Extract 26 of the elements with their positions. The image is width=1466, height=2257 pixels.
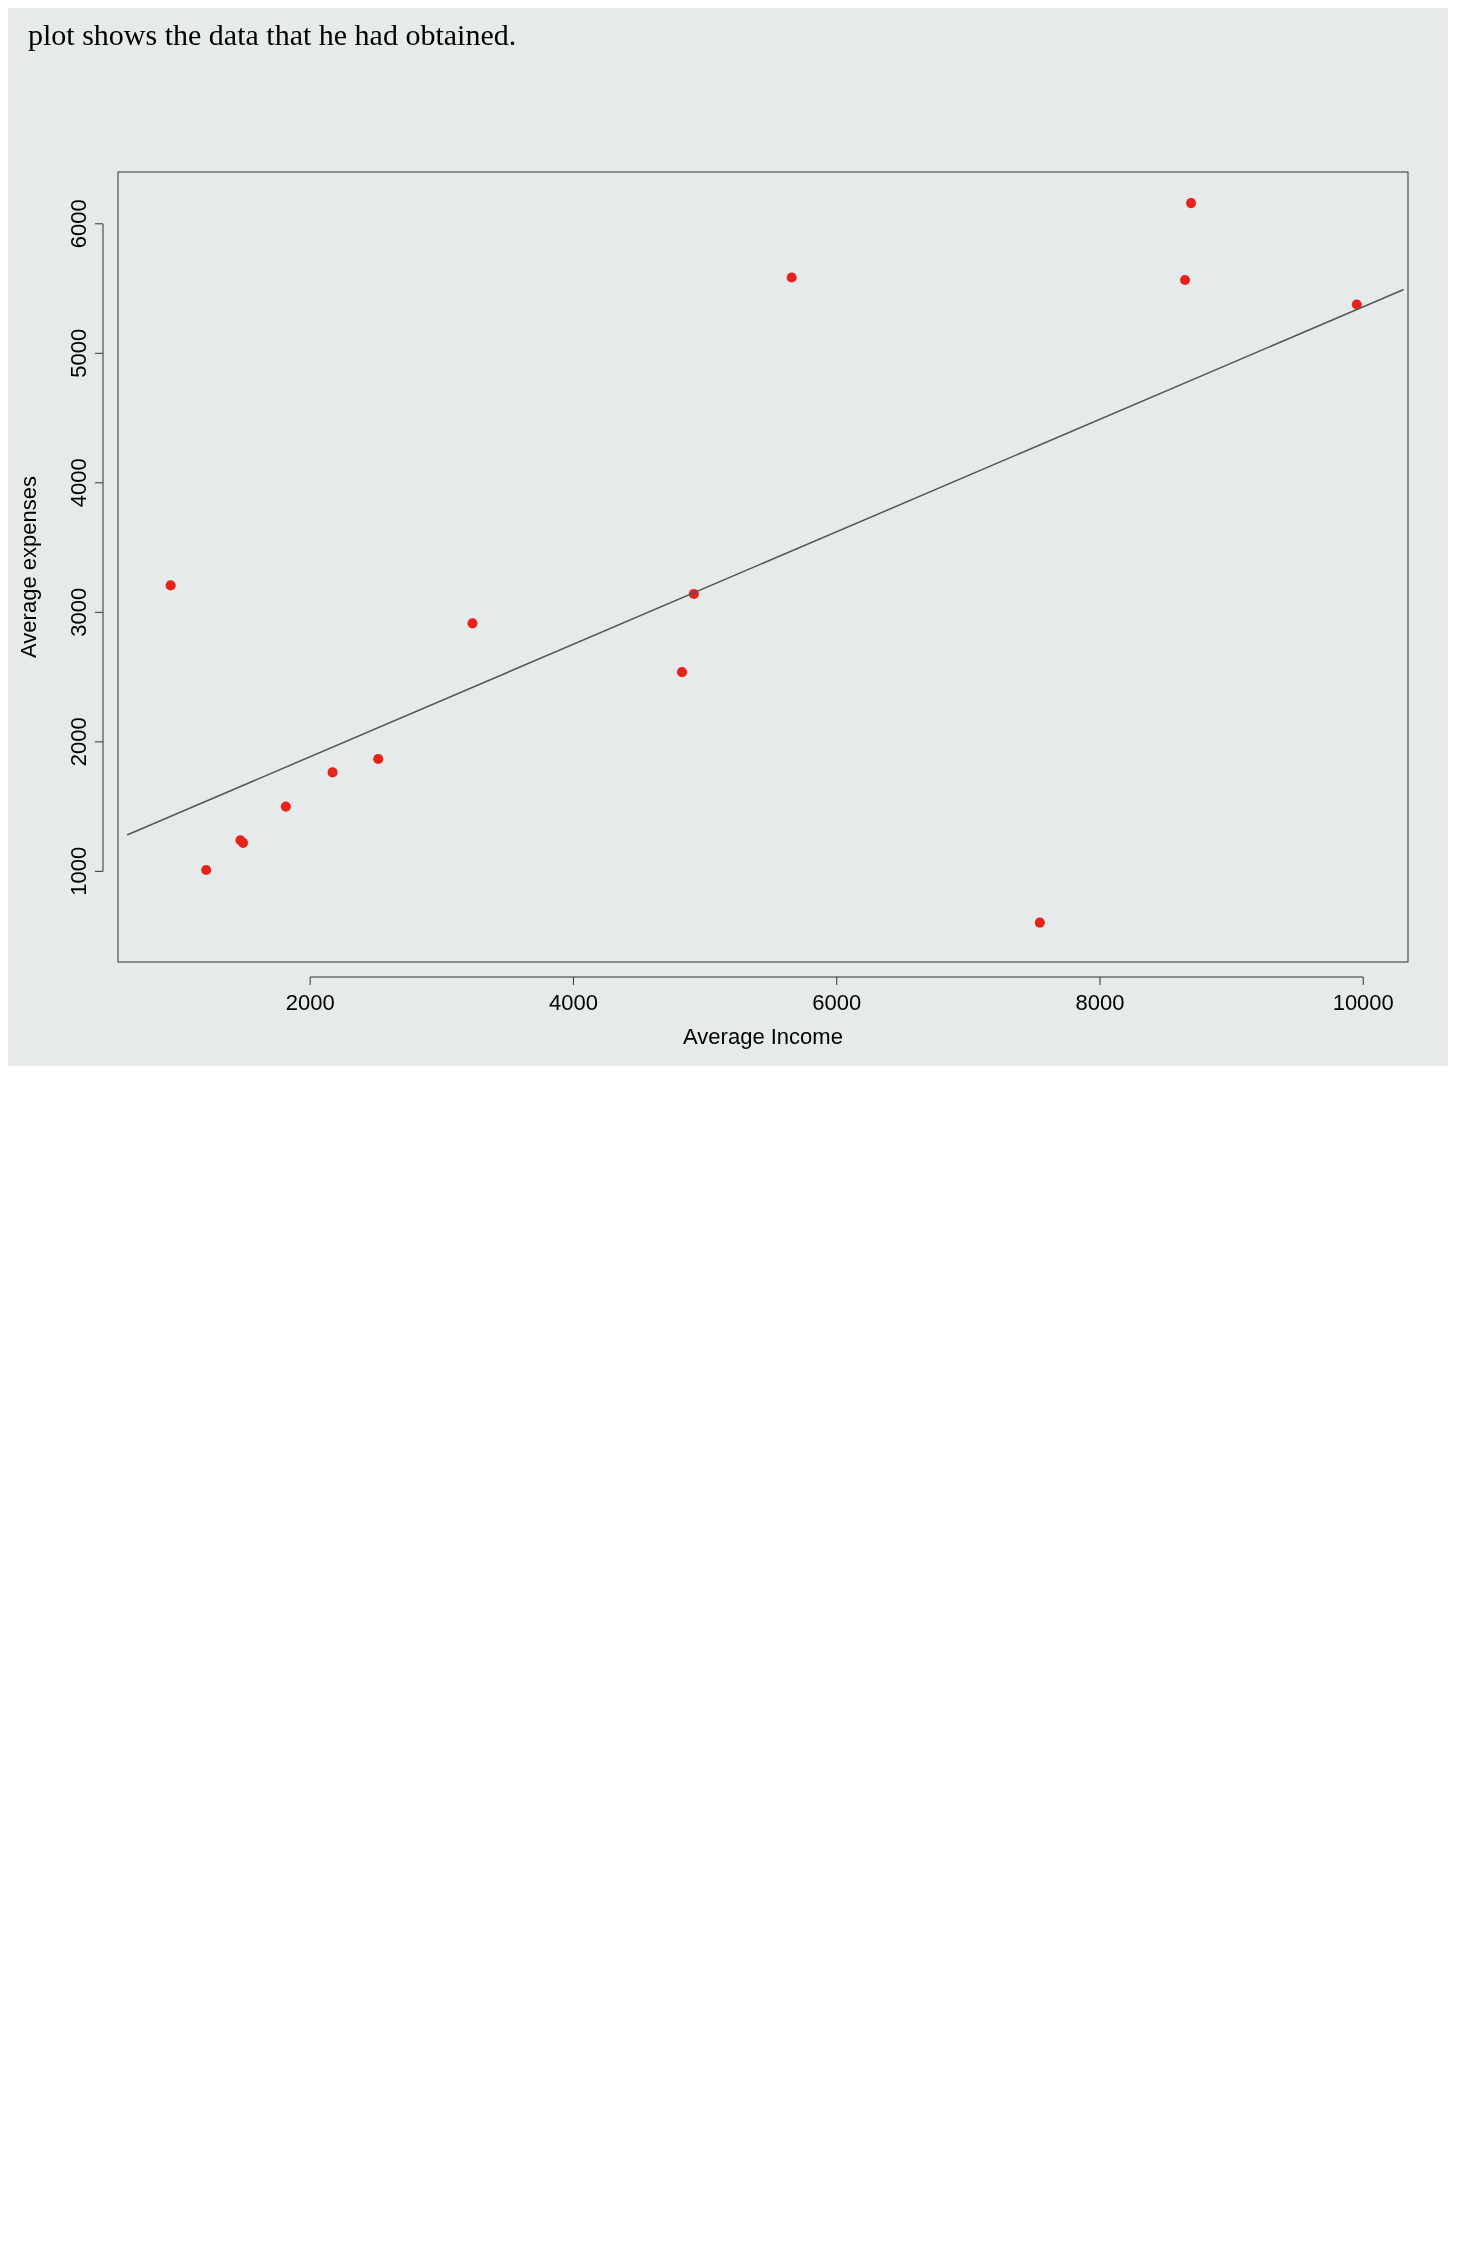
point	[280, 801, 291, 812]
y-tick-label: 4000	[66, 458, 91, 508]
x-tick-label: 6000	[812, 990, 862, 1015]
y-tick-label: 5000	[66, 328, 91, 378]
point	[1186, 198, 1197, 209]
point	[1034, 917, 1045, 928]
point	[1179, 274, 1191, 286]
x-tick-label: 10000	[1332, 990, 1394, 1015]
x-tick-label: 8000	[1075, 990, 1125, 1015]
point	[165, 580, 176, 591]
text: plot shows the data that he had obtained.	[28, 18, 518, 52]
y-tick-label: 2000	[66, 717, 91, 767]
x-tick-label: 4000	[548, 990, 598, 1015]
point	[1351, 299, 1362, 310]
y-tick-label: 6000	[66, 199, 91, 249]
y-tick-label: 3000	[66, 587, 91, 637]
y-axis-title: Average expenses	[16, 476, 41, 658]
x-axis-title: Average Income	[683, 1024, 843, 1049]
y-tick-label: 1000	[66, 846, 91, 896]
x-tick-label: 2000	[285, 990, 335, 1015]
point	[467, 618, 478, 629]
point	[327, 767, 338, 778]
point	[373, 753, 384, 764]
point	[201, 865, 212, 876]
point	[786, 272, 797, 283]
point	[677, 667, 688, 678]
